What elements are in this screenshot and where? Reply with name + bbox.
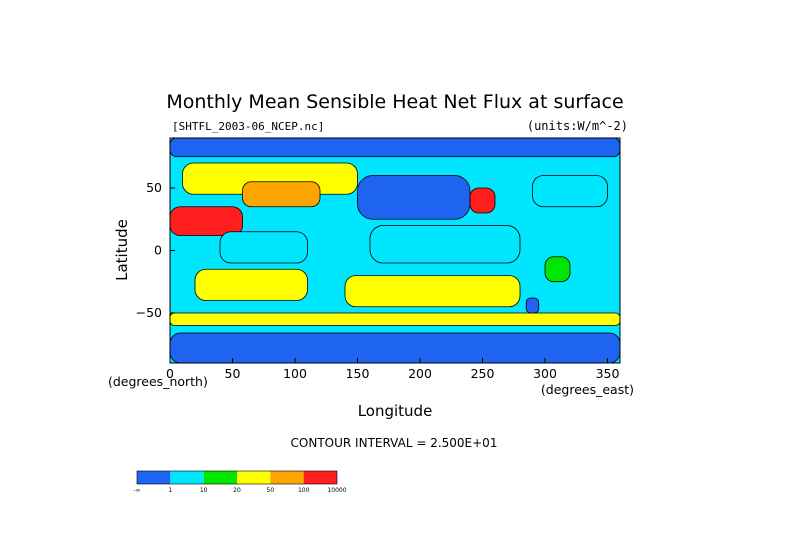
contour-interval-label: CONTOUR INTERVAL = 2.500E+01 <box>291 436 498 450</box>
x-tick-label: 0 <box>166 366 174 381</box>
colorbar-label: -∞ <box>133 487 140 494</box>
y-tick-label: 0 <box>154 243 162 258</box>
x-unit-label: (degrees_east) <box>541 382 634 397</box>
region-patagonia <box>525 297 540 314</box>
x-tick-label: 300 <box>533 366 557 381</box>
x-tick-label: 200 <box>408 366 432 381</box>
heatmap-plot <box>169 137 621 364</box>
region-pacific-equatorial <box>369 225 521 264</box>
region-antarctica <box>170 332 620 363</box>
region-indian-ocean-equatorial <box>219 231 308 264</box>
x-tick-label: 50 <box>225 366 241 381</box>
region-south-pacific <box>344 275 521 308</box>
colorbar-swatch <box>270 471 304 484</box>
x-tick-label: 150 <box>346 366 370 381</box>
x-tick-label: 350 <box>596 366 620 381</box>
colorbar-label: 20 <box>233 487 241 494</box>
region-north-atlantic <box>532 175 608 208</box>
x-tick-label: 250 <box>471 366 495 381</box>
colorbar-swatch <box>137 471 171 484</box>
y-axis-label: Latitude <box>113 219 131 281</box>
y-unit-label: (degrees_north) <box>108 374 208 389</box>
x-axis-label: Longitude <box>358 402 433 420</box>
units-label: (units:W/m^-2) <box>527 119 628 133</box>
colorbar-swatch <box>237 471 271 484</box>
colorbar-swatch <box>303 471 337 484</box>
y-tick-label: −50 <box>136 305 162 320</box>
colorbar-label: 1 <box>168 487 172 494</box>
colorbar-label: 10000 <box>327 487 346 494</box>
region-north-africa-arabia <box>170 206 243 236</box>
region-central-asia <box>242 181 321 208</box>
x-tick-label: 100 <box>283 366 307 381</box>
colorbar-label: 10 <box>200 487 208 494</box>
colorbar-label: 50 <box>267 487 275 494</box>
region-arctic <box>170 138 620 158</box>
dataset-label: [SHTFL_2003-06_NCEP.nc] <box>172 120 324 133</box>
region-south-indian-ocean <box>194 268 308 301</box>
region-north-america-west <box>469 187 496 214</box>
colorbar-label: 100 <box>298 487 310 494</box>
colorbar-swatch <box>203 471 237 484</box>
colorbar: -∞ 1 10 20 50 100 10000 <box>133 470 347 494</box>
region-south-america-east <box>544 256 571 283</box>
region-southern-ocean <box>170 312 620 326</box>
colorbar-swatch <box>170 471 204 484</box>
chart-title: Monthly Mean Sensible Heat Net Flux at s… <box>166 91 623 113</box>
axes: 0 50 100 150 200 250 300 350 50 0 −50 <box>136 180 620 381</box>
region-north-pacific <box>357 175 471 220</box>
y-tick-label: 50 <box>146 180 162 195</box>
